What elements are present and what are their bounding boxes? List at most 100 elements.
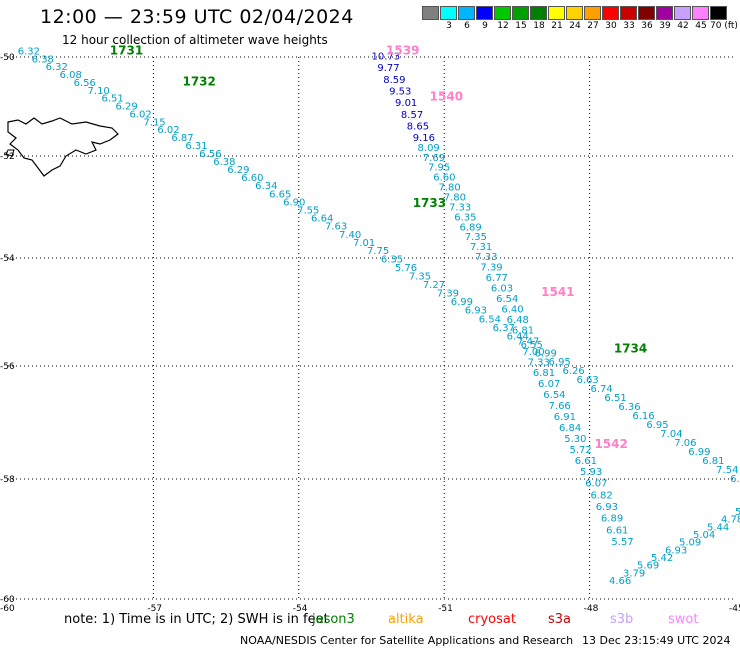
track-b-lower-wave-height: 5.30 [564, 434, 586, 445]
colorbar-label: 39 [659, 21, 671, 31]
satellite-legend-cryosat: cryosat [468, 612, 516, 627]
track-a-wave-height: 7.15 [143, 117, 165, 128]
track-a-wave-height: 6.08 [60, 70, 82, 81]
track-a-wave-height: 6.74 [590, 384, 612, 395]
colorbar-label: 45 [695, 21, 707, 31]
track-b-upper-wave-height: 9.16 [413, 133, 435, 144]
track-b-lower-wave-height: 6.35 [454, 212, 476, 223]
colorbar-label: 6 [464, 21, 470, 31]
track-b-lower-wave-height: 5.93 [580, 467, 602, 478]
colorbar-swatch [440, 6, 457, 20]
colorbar-swatch [602, 6, 619, 20]
colorbar-label: 3 [446, 21, 452, 31]
lat-tick-label: -50 [0, 53, 15, 63]
track-a-wave-height: 6.95 [549, 357, 571, 368]
lat-lon-grid [8, 56, 735, 600]
lon-tick-label: -51 [438, 604, 453, 614]
colorbar-swatch [458, 6, 475, 20]
colorbar-swatch [476, 6, 493, 20]
colorbar-label: 30 [605, 21, 617, 31]
colorbar-swatch [566, 6, 583, 20]
track-a-wave-height: 7.01 [353, 238, 375, 249]
track-b-lower-wave-height: 6.93 [596, 502, 618, 513]
colorbar-labels: 3 6 9 12 15 18 21 24 27 30 33 36 39 42 45 70 (ft) [422, 21, 740, 31]
track-a-wave-height: 6.38 [213, 157, 235, 168]
colorbar-label: 21 [551, 21, 563, 31]
track-a-wave-height: 6.02 [129, 109, 151, 120]
track-a-wave-height: 7.54 [716, 465, 738, 476]
colorbar-swatch [638, 6, 655, 20]
satellite-legend-altika: altika [388, 612, 424, 627]
track-b-lower-wave-height: 7.33 [475, 252, 497, 263]
track-b-upper-wave-height: 9.01 [395, 98, 417, 109]
track-a-wave-height: 6.34 [255, 181, 277, 192]
credit-timestamp: 13 Dec 23:15:49 UTC 2024 [582, 634, 731, 647]
track-b-lower-wave-height: 6.40 [501, 305, 523, 316]
track-b-lower-wave-height: 7.33 [449, 202, 471, 213]
colorbar-swatch [512, 6, 529, 20]
corner-tick-label: -60 [0, 604, 15, 614]
track-a-wave-height: 6.36 [618, 402, 640, 413]
track-b-lower-wave-height: 6.54 [496, 294, 518, 305]
track-c-wave-height: 5.09 [679, 538, 701, 549]
track-a-wave-height: 6.26 [563, 366, 585, 377]
pass-time-label: 1731 [110, 44, 143, 58]
track-b-upper-wave-height: 9.53 [389, 86, 411, 97]
track-b-lower-wave-height: 7.35 [465, 232, 487, 243]
pass-time-label: 1540 [430, 90, 463, 104]
track-a-wave-height: 6.35 [381, 254, 403, 265]
track-a-wave-height: 6.7 [730, 474, 740, 485]
track-b-lower-wave-height: 6.91 [554, 412, 576, 423]
track-b-lower-wave-height: 7.31 [470, 242, 492, 253]
track-b-lower-wave-height: 6.82 [590, 490, 612, 501]
lon-tick-label: -57 [147, 604, 162, 614]
track-a-wave-height: 7.04 [660, 429, 682, 440]
track-b-lower-wave-height: 7.80 [444, 193, 466, 204]
colorbar-label: 42 [677, 21, 689, 31]
track-a-wave-height: 6.55 [521, 340, 543, 351]
track-a-wave-height: 6.64 [311, 214, 333, 225]
track-b-lower-wave-height: 6.81 [533, 368, 555, 379]
track-b-lower-wave-height: 6.61 [575, 456, 597, 467]
track-a-wave-height: 7.55 [297, 205, 319, 216]
track-b-lower-wave-height: 7.66 [549, 401, 571, 412]
colorbar-swatch [422, 6, 439, 20]
track-b-upper-wave-height: 9.77 [377, 63, 399, 74]
track-a-wave-height: 6.37 [493, 323, 515, 334]
track-b-upper-wave-height: 8.59 [383, 75, 405, 86]
track-a-wave-height: 6.51 [102, 94, 124, 105]
track-b-lower-wave-height: 6.03 [491, 284, 513, 295]
colorbar-label: 12 [497, 21, 509, 31]
track-a-wave-height: 6.54 [479, 314, 501, 325]
colorbar-swatch [530, 6, 547, 20]
colorbar-label: 24 [569, 21, 581, 31]
track-b-lower-wave-height: 7.00 [522, 347, 544, 358]
lon-tick-label: -45 [729, 604, 740, 614]
track-a-wave-height: 6.32 [18, 47, 40, 58]
lat-tick-label: -56 [0, 362, 15, 372]
track-a-wave-height: 6.65 [269, 189, 291, 200]
satellite-legend-swot: swot [668, 612, 699, 627]
pass-time-label: 1733 [413, 196, 446, 210]
track-a-wave-height: 6.99 [688, 447, 710, 458]
footer-note: note: 1) Time is in UTC; 2) SWH is in fe… [64, 612, 329, 627]
track-a-wave-height: 7.27 [423, 280, 445, 291]
track-b-lower-wave-height: 6.77 [486, 273, 508, 284]
track-a-wave-height: 6.38 [32, 54, 54, 65]
track-c-wave-height: 3.79 [623, 568, 645, 579]
track-a-wave-height: 6.31 [185, 141, 207, 152]
track-a-wave-height: 7.39 [437, 289, 459, 300]
colorbar-label: 33 [623, 21, 635, 31]
pass-time-label: 1539 [386, 44, 419, 58]
credit-line: NOAA/NESDIS Center for Satellite Applica… [240, 634, 574, 647]
track-a-wave-height: 6.81 [702, 456, 724, 467]
lat-tick-label: -58 [0, 475, 15, 485]
track-a-wave-height: 6.29 [115, 102, 137, 113]
track-a-wave-height: 6.44 [507, 331, 529, 342]
colorbar-swatch [548, 6, 565, 20]
track-b-lower-wave-height: 6.61 [606, 525, 628, 536]
track-b-lower-wave-height: 7.39 [480, 263, 502, 274]
track-b-lower-wave-height: 6.81 [512, 326, 534, 337]
axis-tick-labels: -50 -52 -54 -56 -58 -60 -57 -54 -51 -48 -45 -60 [0, 53, 740, 614]
